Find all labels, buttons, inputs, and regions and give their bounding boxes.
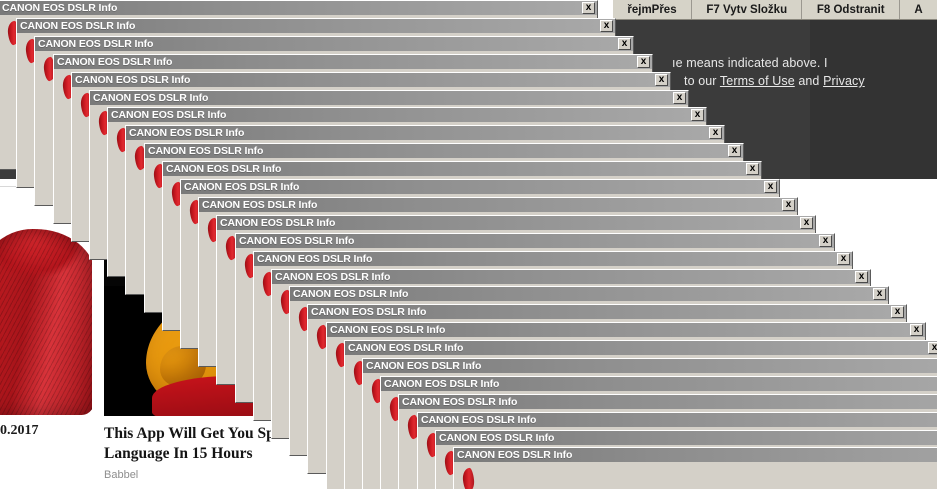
- dialog-titlebar[interactable]: CANON EOS DSLR Info x: [199, 198, 797, 212]
- dialog-titlebar[interactable]: CANON EOS DSLR Info x: [108, 108, 706, 122]
- dialog-close-button[interactable]: x: [873, 288, 886, 300]
- dialog-title: CANON EOS DSLR Info: [421, 414, 537, 426]
- dialog-close-button[interactable]: x: [618, 38, 631, 50]
- dialog-close-button[interactable]: x: [746, 163, 759, 175]
- dialog-titlebar[interactable]: CANON EOS DSLR Info x: [126, 126, 724, 140]
- legal-line-1: ıe means indicated above. I: [672, 56, 828, 70]
- fkey-delete-button[interactable]: F8 Odstranit: [802, 0, 900, 19]
- dialog-title: CANON EOS DSLR Info: [184, 181, 300, 193]
- dialog-close-button[interactable]: x: [582, 2, 595, 14]
- legal-line-2-prefix: to our: [684, 74, 720, 88]
- consent-panel-right: [810, 19, 937, 179]
- dialog-title: CANON EOS DSLR Info: [293, 288, 409, 300]
- dialog-title: CANON EOS DSLR Info: [57, 56, 173, 68]
- dialog-title: CANON EOS DSLR Info: [257, 253, 373, 265]
- dialog-titlebar[interactable]: CANON EOS DSLR Info x: [0, 1, 597, 15]
- dialog-close-button[interactable]: x: [891, 306, 904, 318]
- dialog-close-button[interactable]: x: [910, 324, 923, 336]
- dialog-titlebar[interactable]: CANON EOS DSLR Info x: [272, 270, 870, 284]
- fkey-rename-button[interactable]: řejmPřes: [613, 0, 692, 19]
- dialog-titlebar[interactable]: CANON EOS DSLR Info x: [308, 305, 906, 319]
- dialog-titlebar[interactable]: CANON EOS DSLR Info x: [35, 37, 633, 51]
- article-brand: Babbel: [104, 469, 139, 481]
- function-key-bar: řejmPřes F7 Vytv Složku F8 Odstranit A: [613, 0, 937, 20]
- dialog-close-button[interactable]: x: [728, 145, 741, 157]
- dialog-body: [454, 462, 937, 489]
- dialog-title: CANON EOS DSLR Info: [239, 235, 355, 247]
- dialog-title: CANON EOS DSLR Info: [457, 449, 573, 461]
- canon-logo-icon: [461, 467, 476, 489]
- dialog-title: CANON EOS DSLR Info: [20, 20, 136, 32]
- legal-line-2: to our Terms of Use and Privacy: [684, 74, 865, 88]
- dialog-title: CANON EOS DSLR Info: [38, 38, 154, 50]
- dialog-title: CANON EOS DSLR Info: [111, 109, 227, 121]
- dialog-title: CANON EOS DSLR Info: [75, 74, 191, 86]
- dialog-titlebar[interactable]: CANON EOS DSLR Info x: [236, 234, 834, 248]
- dialog-title: CANON EOS DSLR Info: [166, 163, 282, 175]
- dialog-titlebar[interactable]: CANON EOS DSLR Info x: [145, 144, 743, 158]
- dialog-title: CANON EOS DSLR Info: [129, 127, 245, 139]
- dialog-title: CANON EOS DSLR Info: [275, 271, 391, 283]
- dialog-close-button[interactable]: x: [764, 181, 777, 193]
- dialog-titlebar[interactable]: CANON EOS DSLR Info x: [290, 287, 888, 301]
- dialog-close-button[interactable]: x: [800, 217, 813, 229]
- fkey-alt-button[interactable]: A: [914, 3, 923, 16]
- dialog-title: CANON EOS DSLR Info: [2, 2, 118, 14]
- dialog-titlebar[interactable]: CANON EOS DSLR Info x: [217, 216, 815, 230]
- dialog-close-button[interactable]: x: [691, 109, 704, 121]
- terms-of-use-link[interactable]: Terms of Use: [719, 74, 795, 88]
- dialog-close-button[interactable]: x: [855, 271, 868, 283]
- dialog-close-button[interactable]: x: [709, 127, 722, 139]
- dialog-titlebar[interactable]: CANON EOS DSLR Info x: [345, 341, 937, 355]
- dialog-title: CANON EOS DSLR Info: [311, 306, 427, 318]
- legal-line-2-mid: and: [794, 74, 824, 88]
- dialog-close-button[interactable]: x: [655, 74, 668, 86]
- privacy-link[interactable]: Privacy: [823, 74, 865, 88]
- dress-texture: [0, 229, 92, 415]
- dialog-close-button[interactable]: x: [600, 20, 613, 32]
- dialog-title: CANON EOS DSLR Info: [439, 432, 555, 444]
- dialog-titlebar[interactable]: CANON EOS DSLR Info x: [72, 73, 670, 87]
- dialog-close-button[interactable]: x: [928, 342, 937, 354]
- dialog-title: CANON EOS DSLR Info: [366, 360, 482, 372]
- dialog-title: CANON EOS DSLR Info: [220, 217, 336, 229]
- dialog-title: CANON EOS DSLR Info: [384, 378, 500, 390]
- dialog-title: CANON EOS DSLR Info: [202, 199, 318, 211]
- fkey-create-folder-button[interactable]: F7 Vytv Složku: [692, 0, 803, 19]
- dialog-titlebar[interactable]: CANON EOS DSLR Info x: [254, 252, 852, 266]
- dialog-titlebar[interactable]: CANON EOS DSLR Info x: [327, 323, 925, 337]
- dialog-title: CANON EOS DSLR Info: [348, 342, 464, 354]
- dialog-close-button[interactable]: x: [837, 253, 850, 265]
- dialog-titlebar[interactable]: CANON EOS DSLR Info x: [181, 180, 779, 194]
- dialog-title: CANON EOS DSLR Info: [330, 324, 446, 336]
- dialog-titlebar[interactable]: CANON EOS DSLR Info x: [17, 19, 615, 33]
- dialog-titlebar[interactable]: CANON EOS DSLR Info x: [54, 55, 652, 69]
- dress-ad-image[interactable]: [0, 225, 92, 415]
- article-date: 0.2017: [0, 423, 39, 438]
- dialog-close-button[interactable]: x: [819, 235, 832, 247]
- dialog-title: CANON EOS DSLR Info: [148, 145, 264, 157]
- dialog-titlebar[interactable]: CANON EOS DSLR Info x: [90, 91, 688, 105]
- dialog-close-button[interactable]: x: [673, 92, 686, 104]
- dialog-close-button[interactable]: x: [637, 56, 650, 68]
- dialog-close-button[interactable]: x: [782, 199, 795, 211]
- dialog-title: CANON EOS DSLR Info: [93, 92, 209, 104]
- dialog-titlebar[interactable]: CANON EOS DSLR Info x: [163, 162, 761, 176]
- dialog-title: CANON EOS DSLR Info: [402, 396, 518, 408]
- dress-shape: [0, 229, 92, 415]
